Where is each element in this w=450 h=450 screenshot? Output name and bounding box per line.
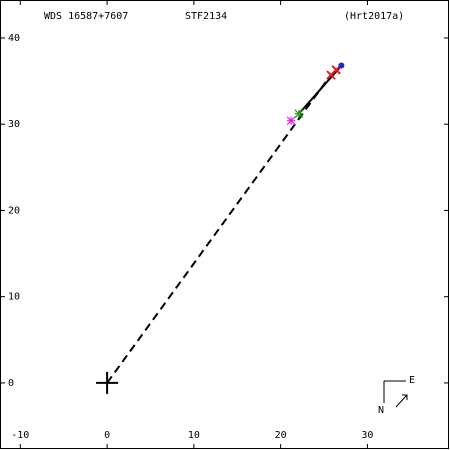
observation [331, 65, 341, 75]
star-name: STF2134 [185, 11, 227, 22]
reference: (Hrt2017a) [344, 11, 404, 22]
x-tick-label: 0 [104, 430, 110, 441]
wds-id: WDS 16587+7607 [44, 11, 128, 22]
observation [286, 116, 296, 126]
y-tick-label: 20 [8, 205, 20, 216]
compass-arrow [395, 394, 408, 408]
x-tick-label: 20 [275, 430, 287, 441]
y-tick-label: 30 [8, 119, 20, 130]
compass-east: E [409, 375, 415, 386]
observation [294, 109, 304, 119]
primary-star [96, 371, 119, 394]
x-tick-label: 30 [361, 430, 373, 441]
y-tick-label: 40 [8, 33, 20, 44]
x-tick-label: 10 [188, 430, 200, 441]
compass-north: N [378, 405, 384, 416]
y-tick-label: 10 [8, 292, 20, 303]
x-tick-label: -10 [11, 430, 29, 441]
orbit-line [298, 64, 343, 115]
compass [383, 380, 408, 408]
compass-arrowhead [402, 394, 408, 400]
y-tick-label: 0 [8, 378, 14, 389]
separation-line [106, 75, 331, 384]
observation [338, 62, 345, 69]
